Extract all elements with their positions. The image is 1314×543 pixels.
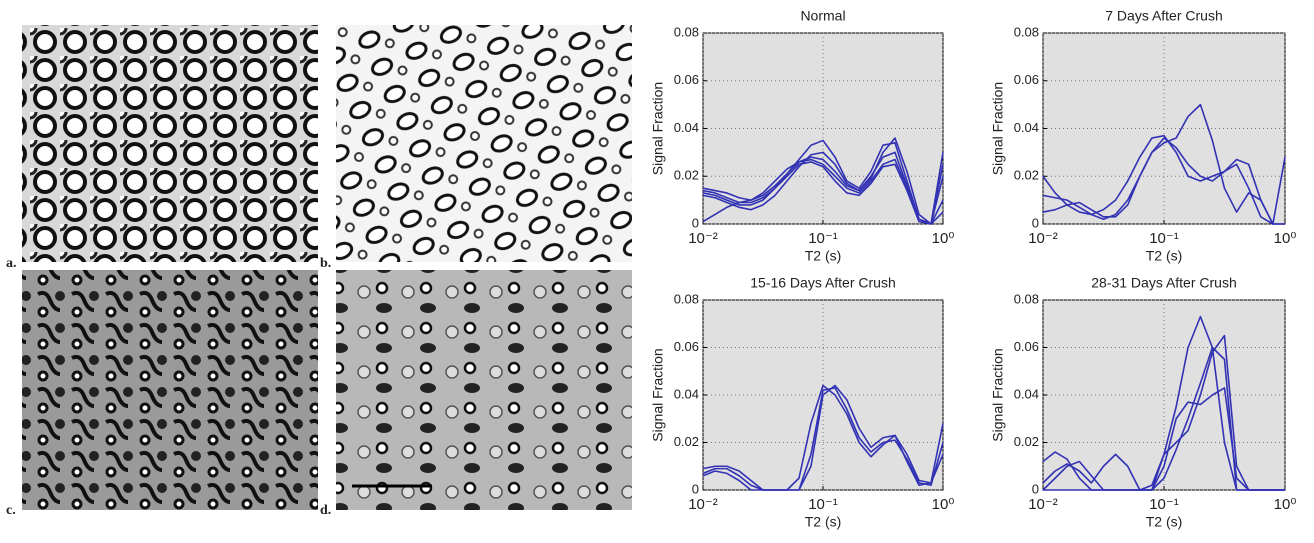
x-tick-label: 10⁻²: [1028, 230, 1058, 247]
y-tick-label: 0.06: [1014, 339, 1039, 354]
series-line: [1042, 134, 1286, 225]
chart-title: 28-31 Days After Crush: [1091, 275, 1237, 291]
y-tick-label: 0.04: [1014, 120, 1039, 135]
y-tick-label: 0.08: [1014, 291, 1039, 306]
y-tick-label: 0.06: [1014, 72, 1039, 87]
x-axis-label: T2 (s): [1146, 248, 1183, 264]
y-axis-label: Signal Fraction: [990, 82, 1006, 175]
micrograph: [22, 25, 318, 262]
x-tick-label: 10⁰: [932, 496, 955, 513]
y-tick-label: 0.02: [1014, 434, 1039, 449]
series-line: [702, 137, 944, 225]
x-tick-label: 10⁻¹: [808, 496, 838, 513]
y-tick-label: 0.02: [674, 434, 699, 449]
y-tick-label: 0.06: [674, 339, 699, 354]
panel-label: a.: [6, 256, 17, 271]
y-tick-label: 0: [692, 215, 699, 230]
series-line: [1043, 334, 1285, 491]
y-tick-label: 0: [1032, 215, 1039, 230]
y-tick-label: 0.04: [674, 386, 699, 401]
x-axis-label: T2 (s): [805, 248, 842, 264]
x-axis-label: T2 (s): [1146, 514, 1183, 530]
y-axis-label: Signal Fraction: [990, 348, 1006, 441]
x-tick-label: 10⁻¹: [808, 230, 838, 247]
x-tick-label: 10⁻²: [1028, 496, 1058, 513]
y-tick-label: 0.08: [674, 24, 699, 39]
x-tick-label: 10⁻²: [688, 496, 718, 513]
x-axis-label: T2 (s): [805, 514, 842, 530]
series-line: [1042, 103, 1285, 225]
x-tick-label: 10⁰: [1274, 230, 1297, 247]
x-tick-label: 10⁻¹: [1149, 230, 1179, 247]
y-axis-label: Signal Fraction: [650, 82, 666, 175]
chart-title: 7 Days After Crush: [1105, 8, 1223, 24]
series-line: [1042, 387, 1285, 491]
y-tick-label: 0.08: [674, 291, 699, 306]
panel-label: b.: [320, 256, 331, 271]
micrograph: [336, 270, 632, 510]
y-axis-label: Signal Fraction: [650, 348, 666, 441]
x-tick-label: 10⁻²: [688, 230, 718, 247]
series-line: [702, 384, 944, 491]
y-tick-label: 0: [692, 481, 699, 496]
series-line: [702, 139, 944, 225]
series-line: [702, 151, 944, 225]
y-tick-label: 0.06: [674, 72, 699, 87]
y-tick-label: 0.08: [1014, 24, 1039, 39]
y-tick-label: 0.02: [674, 168, 699, 183]
panel-label: c.: [6, 503, 16, 518]
series-line: [1042, 346, 1285, 491]
series-line: [1042, 137, 1285, 225]
series-line: [702, 384, 944, 491]
y-tick-label: 0.04: [674, 120, 699, 135]
x-tick-label: 10⁻¹: [1149, 496, 1179, 513]
x-tick-label: 10⁰: [1274, 496, 1297, 513]
micrograph: [336, 25, 632, 262]
series-line: [702, 161, 944, 225]
y-tick-label: 0.04: [1014, 386, 1039, 401]
micrograph: [22, 270, 318, 510]
y-tick-label: 0.02: [1014, 168, 1039, 183]
panel-label: d.: [320, 503, 331, 518]
y-tick-label: 0: [1032, 481, 1039, 496]
chart-title: Normal: [800, 8, 845, 24]
chart-title: 15-16 Days After Crush: [750, 275, 896, 291]
x-tick-label: 10⁰: [932, 230, 955, 247]
